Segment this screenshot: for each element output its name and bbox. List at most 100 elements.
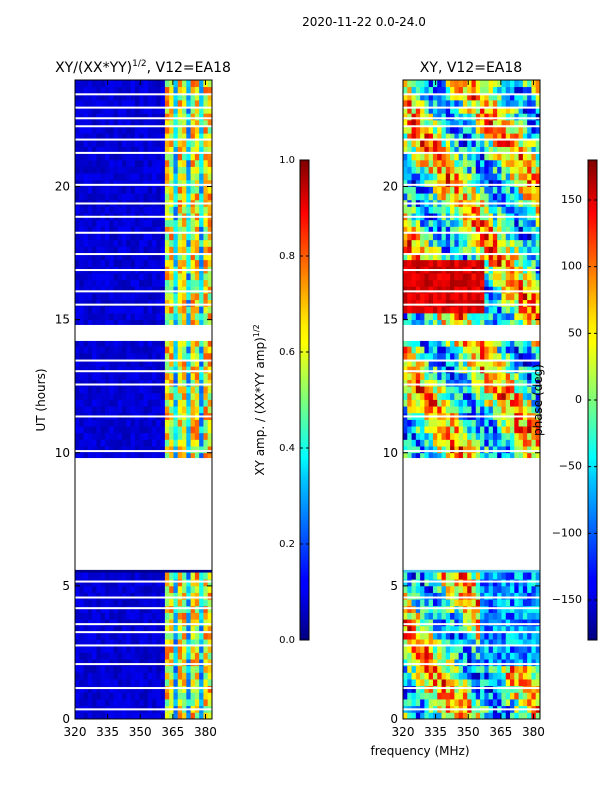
- phase-heatmap-cell: [463, 593, 468, 600]
- amp-flag-stripe: [75, 623, 212, 625]
- phase-heatmap-cell: [523, 419, 528, 426]
- phase-heatmap-cell: [412, 579, 417, 586]
- amp-heatmap-cell: [203, 433, 208, 440]
- amp-heatmap-cell: [135, 113, 140, 120]
- amp-heatmap-cell: [178, 406, 183, 413]
- amp-heatmap-cell: [148, 393, 153, 400]
- phase-heatmap-cell: [476, 246, 481, 253]
- phase-heatmap-cell: [437, 293, 442, 300]
- amp-heatmap-cell: [135, 593, 140, 600]
- amp-heatmap-cell: [182, 373, 187, 380]
- phase-heatmap-cell: [433, 160, 438, 167]
- phase-heatmap-cell: [527, 233, 532, 240]
- phase-heatmap-cell: [523, 160, 528, 167]
- phase-heatmap-cell: [450, 160, 455, 167]
- phase-heatmap-cell: [416, 353, 421, 360]
- amp-heatmap-cell: [88, 386, 93, 393]
- amp-heatmap-cell: [118, 87, 123, 94]
- phase-heatmap-cell: [510, 406, 515, 413]
- amp-heatmap-cell: [186, 167, 191, 174]
- amp-heatmap-cell: [122, 153, 127, 160]
- amp-heatmap-cell: [75, 599, 80, 606]
- amp-xtick-label: 335: [96, 725, 119, 739]
- phase-heatmap-cell: [454, 160, 459, 167]
- amp-heatmap-cell: [96, 173, 101, 180]
- amp-heatmap-cell: [109, 686, 114, 693]
- phase-heatmap-cell: [424, 666, 429, 673]
- amp-heatmap-cell: [144, 692, 149, 699]
- amp-heatmap-cell: [118, 187, 123, 194]
- amp-heatmap-cell: [114, 380, 119, 387]
- amp-heatmap-cell: [178, 167, 183, 174]
- amp-heatmap-cell: [152, 632, 157, 639]
- amp-heatmap-cell: [118, 80, 123, 87]
- phase-heatmap-cell: [467, 686, 472, 693]
- phase-heatmap-cell: [429, 619, 434, 626]
- amp-heatmap-cell: [199, 100, 204, 107]
- phase-heatmap-cell: [510, 712, 515, 719]
- phase-heatmap-cell: [476, 433, 481, 440]
- phase-heatmap-cell: [463, 679, 468, 686]
- amp-heatmap-cell: [126, 686, 131, 693]
- phase-heatmap-cell: [510, 293, 515, 300]
- amp-heatmap-cell: [118, 286, 123, 293]
- amp-heatmap-cell: [105, 140, 110, 147]
- phase-heatmap-cell: [519, 180, 524, 187]
- amp-heatmap-cell: [156, 433, 161, 440]
- phase-heatmap-cell: [472, 113, 477, 120]
- amp-heatmap-cell: [96, 712, 101, 719]
- amp-heatmap-cell: [92, 353, 97, 360]
- amp-heatmap-cell: [92, 187, 97, 194]
- amp-heatmap-cell: [96, 113, 101, 120]
- phase-heatmap-cell: [424, 426, 429, 433]
- phase-heatmap-cell: [514, 699, 519, 706]
- phase-heatmap-cell: [523, 380, 528, 387]
- amp-heatmap-cell: [114, 306, 119, 313]
- amp-heatmap-cell: [139, 632, 144, 639]
- amp-heatmap-cell: [173, 260, 178, 267]
- amp-heatmap-cell: [152, 426, 157, 433]
- amp-heatmap-cell: [118, 699, 123, 706]
- amp-heatmap-cell: [165, 100, 170, 107]
- amp-heatmap-cell: [182, 619, 187, 626]
- amp-heatmap-cell: [114, 313, 119, 320]
- phase-heatmap-cell: [424, 632, 429, 639]
- phase-heatmap-cell: [527, 599, 532, 606]
- amp-heatmap-cell: [75, 439, 80, 446]
- amp-heatmap-cell: [109, 233, 114, 240]
- amp-heatmap-cell: [96, 666, 101, 673]
- amp-heatmap-cell: [182, 353, 187, 360]
- phase-heatmap-cell: [497, 692, 502, 699]
- amp-heatmap-cell: [118, 666, 123, 673]
- amp-heatmap-cell: [79, 300, 84, 307]
- phase-heatmap-cell: [497, 87, 502, 94]
- phase-heatmap-cell: [489, 286, 494, 293]
- amp-heatmap-cell: [122, 87, 127, 94]
- amp-heatmap-cell: [152, 366, 157, 373]
- amp-heatmap-cell: [139, 433, 144, 440]
- amp-heatmap-cell: [122, 173, 127, 180]
- phase-heatmap-cell: [429, 672, 434, 679]
- amp-heatmap-cell: [118, 373, 123, 380]
- phase-heatmap-cell: [480, 100, 485, 107]
- phase-heatmap-cell: [433, 193, 438, 200]
- phase-heatmap-cell: [472, 140, 477, 147]
- amp-heatmap-cell: [88, 593, 93, 600]
- phase-heatmap-cell: [442, 160, 447, 167]
- phase-heatmap-cell: [407, 586, 412, 593]
- amp-heatmap-cell: [148, 220, 153, 227]
- amp-heatmap-cell: [182, 113, 187, 120]
- amp-heatmap-cell: [114, 167, 119, 174]
- phase-heatmap-cell: [501, 400, 506, 407]
- phase-heatmap-cell: [450, 586, 455, 593]
- amp-flag-stripe: [75, 370, 212, 372]
- phase-heatmap-cell: [442, 632, 447, 639]
- amp-heatmap-cell: [88, 400, 93, 407]
- amp-heatmap-cell: [122, 666, 127, 673]
- phase-heatmap-cell: [480, 646, 485, 653]
- amp-heatmap-cell: [88, 439, 93, 446]
- phase-heatmap-cell: [407, 373, 412, 380]
- amp-heatmap-cell: [131, 433, 136, 440]
- phase-heatmap-cell: [506, 127, 511, 134]
- amp-heatmap-cell: [75, 386, 80, 393]
